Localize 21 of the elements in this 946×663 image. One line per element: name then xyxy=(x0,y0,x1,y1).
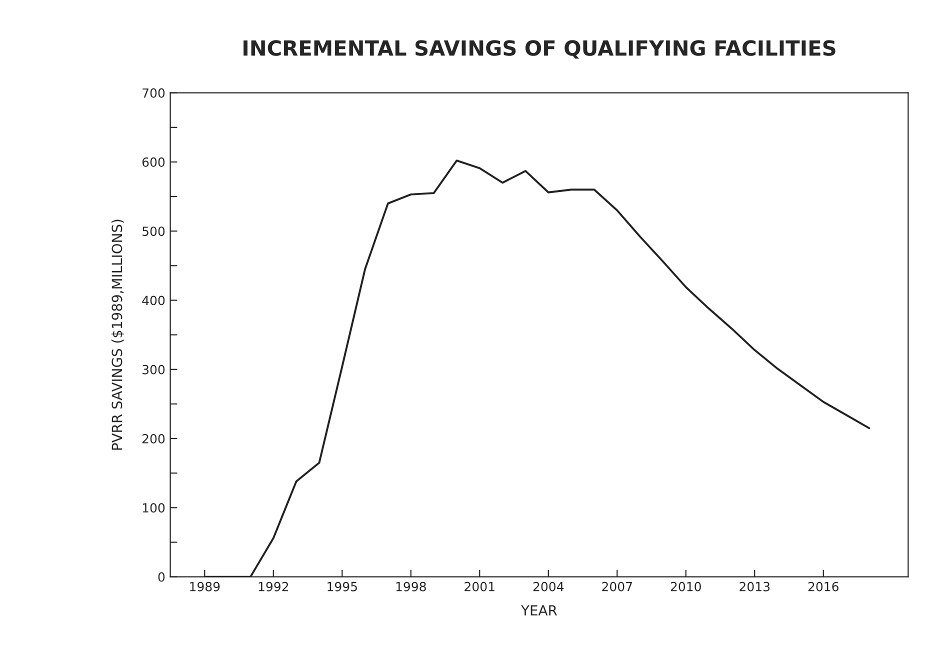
x-tick-label: 1989 xyxy=(190,582,220,592)
x-tick-label: 2010 xyxy=(670,582,701,592)
x-tick-label: 2013 xyxy=(740,582,770,592)
x-tick-label: 1992 xyxy=(258,582,288,592)
x-tick-label: 2007 xyxy=(602,582,632,592)
y-tick-label: 0 xyxy=(158,572,165,582)
y-tick-label: 600 xyxy=(142,157,165,167)
y-tick-label: 500 xyxy=(142,226,165,236)
x-tick-label: 2004 xyxy=(533,582,564,592)
y-tick-label: 200 xyxy=(142,434,165,444)
y-tick-label: 300 xyxy=(142,364,165,374)
chart-title: INCREMENTAL SAVINGS OF QUALIFYING FACILITIES xyxy=(244,40,836,59)
x-tick-label: 2016 xyxy=(808,582,838,592)
x-axis-title: YEAR xyxy=(520,605,558,616)
y-tick-label: 400 xyxy=(142,296,165,306)
y-axis-title: PVRR SAVINGS ($1989,MILLIONS) xyxy=(111,220,124,450)
y-tick-label: 100 xyxy=(142,503,165,513)
x-tick-label: 1998 xyxy=(396,582,426,592)
x-tick-label: 1995 xyxy=(328,582,357,592)
y-tick-label: 700 xyxy=(142,88,165,98)
x-tick-label: 2001 xyxy=(464,582,494,592)
